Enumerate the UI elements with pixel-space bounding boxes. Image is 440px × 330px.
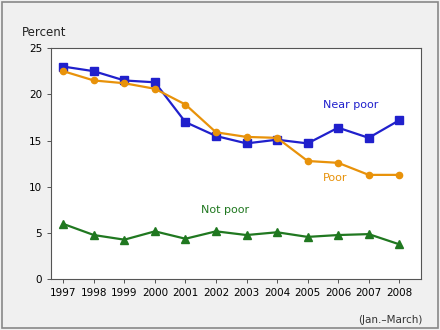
Text: (Jan.–March): (Jan.–March) (358, 315, 422, 325)
Text: Not poor: Not poor (201, 205, 249, 215)
Text: Near poor: Near poor (323, 100, 378, 110)
Text: Poor: Poor (323, 173, 347, 183)
Text: Percent: Percent (22, 26, 66, 39)
